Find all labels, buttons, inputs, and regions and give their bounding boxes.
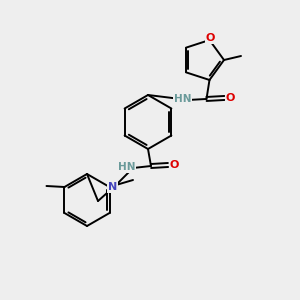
Text: N: N bbox=[108, 182, 117, 192]
Text: HN: HN bbox=[174, 94, 191, 104]
Text: HN: HN bbox=[118, 162, 136, 172]
Text: O: O bbox=[206, 33, 215, 43]
Text: O: O bbox=[226, 93, 235, 103]
Text: O: O bbox=[169, 160, 179, 170]
